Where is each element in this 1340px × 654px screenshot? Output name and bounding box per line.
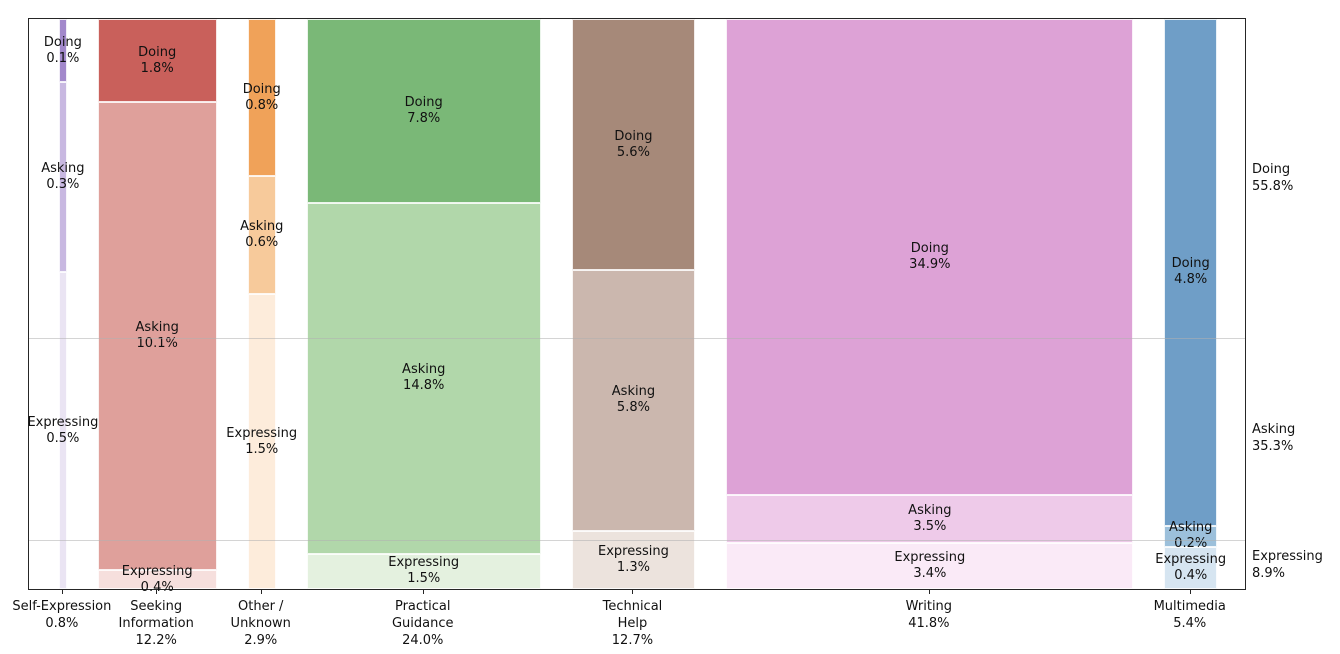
- x-tick: [61, 590, 63, 594]
- segment-label: Asking 5.8%: [611, 384, 656, 416]
- segment-label: Expressing 1.5%: [226, 425, 298, 457]
- x-tick: [1189, 590, 1191, 594]
- segment-seeking-information-asking: Asking 10.1%: [97, 102, 217, 571]
- segment-self-expression-doing: Doing 0.1%: [44, 19, 82, 83]
- mosaic-column-practical-guidance: Doing 7.8% Asking 14.8% Expressing 1.5%: [306, 19, 541, 589]
- x-tick: [928, 590, 930, 594]
- segment-writing-asking: Asking 3.5%: [726, 494, 1134, 543]
- segment-self-expression-expressing: Expressing 0.5%: [27, 272, 98, 589]
- segment-technical-help-asking: Asking 5.8%: [571, 270, 696, 531]
- segment-multimedia-asking: Asking 0.2%: [1164, 520, 1217, 551]
- x-tick: [422, 590, 424, 594]
- segment-label: Asking 0.3%: [41, 161, 85, 193]
- segment-label: Doing 4.8%: [1171, 256, 1210, 288]
- segment-practical-guidance-expressing: Expressing 1.5%: [306, 553, 541, 589]
- segment-label: Doing 5.6%: [614, 128, 653, 160]
- x-axis-label-other-unknown: Other / Unknown 2.9%: [230, 599, 291, 648]
- mosaic-column-writing: Doing 34.9% Asking 3.5% Expressing 3.4%: [726, 19, 1134, 589]
- x-axis-label-seeking-information: Seeking Information 12.2%: [118, 599, 194, 648]
- x-tick: [260, 590, 262, 594]
- segment-seeking-information-expressing: Expressing 0.4%: [97, 564, 217, 595]
- segment-label: Asking 0.6%: [240, 219, 284, 251]
- mosaic-column-self-expression: Doing 0.1% Asking 0.3% Expressing 0.5%: [27, 19, 98, 589]
- gridline-doing-boundary: [29, 338, 1245, 340]
- segment-label: Expressing 0.4%: [1155, 551, 1227, 583]
- segment-label: Expressing 3.4%: [894, 549, 966, 581]
- segment-label: Doing 34.9%: [909, 240, 951, 272]
- segment-label: Expressing 1.3%: [598, 543, 669, 575]
- segment-label: Asking 3.5%: [908, 502, 952, 534]
- segment-technical-help-doing: Doing 5.6%: [571, 19, 696, 271]
- segment-other-unknown-asking: Asking 0.6%: [240, 176, 283, 295]
- segment-label: Doing 1.8%: [138, 44, 177, 76]
- segment-label: Doing 0.8%: [242, 81, 281, 113]
- segment-practical-guidance-asking: Asking 14.8%: [306, 203, 541, 554]
- x-axis-label-multimedia: Multimedia 5.4%: [1153, 599, 1226, 631]
- x-axis-label-self-expression: Self-Expression 0.8%: [12, 599, 112, 631]
- x-tick: [632, 590, 634, 594]
- plot-area: Doing 0.1% Asking 0.3% Expressing 0.5% Doin…: [27, 18, 1246, 595]
- segment-label: Expressing 1.5%: [388, 555, 460, 587]
- segment-label: Doing 0.1%: [43, 34, 82, 66]
- segment-label: Doing 7.8%: [404, 95, 443, 127]
- row-total-label-asking: Asking 35.3%: [1252, 422, 1296, 455]
- segment-seeking-information-doing: Doing 1.8%: [97, 19, 217, 103]
- segment-practical-guidance-doing: Doing 7.8%: [306, 19, 541, 204]
- mosaic-column-seeking-information: Doing 1.8% Asking 10.1% Expressing 0.4%: [97, 19, 217, 595]
- segment-writing-expressing: Expressing 3.4%: [726, 542, 1134, 589]
- x-axis-label-technical-help: Technical Help 12.7%: [602, 599, 663, 648]
- x-axis-label-practical-guidance: Practical Guidance 24.0%: [391, 599, 454, 648]
- segment-label: Asking 14.8%: [402, 362, 446, 394]
- mosaic-column-technical-help: Doing 5.6% Asking 5.8% Expressing 1.3%: [571, 19, 696, 589]
- segment-writing-doing: Doing 34.9%: [726, 19, 1134, 495]
- segment-other-unknown-doing: Doing 0.8%: [243, 19, 281, 177]
- gridline-asking-boundary: [29, 540, 1245, 542]
- segment-self-expression-asking: Asking 0.3%: [41, 82, 85, 273]
- x-tick: [156, 590, 158, 594]
- segment-label: Expressing 0.5%: [27, 414, 99, 446]
- segment-multimedia-doing: Doing 4.8%: [1164, 19, 1217, 526]
- mosaic-column-multimedia: Doing 4.8% Asking 0.2% Expressing 0.4%: [1155, 19, 1226, 589]
- mosaic-column-other-unknown: Doing 0.8% Asking 0.6% Expressing 1.5%: [226, 19, 297, 589]
- row-total-label-doing: Doing 55.8%: [1252, 161, 1294, 194]
- segment-multimedia-expressing: Expressing 0.4%: [1155, 546, 1226, 589]
- x-axis-label-writing: Writing 41.8%: [905, 599, 953, 631]
- segment-label: Asking 10.1%: [135, 320, 179, 352]
- row-total-label-expressing: Expressing 8.9%: [1252, 548, 1323, 581]
